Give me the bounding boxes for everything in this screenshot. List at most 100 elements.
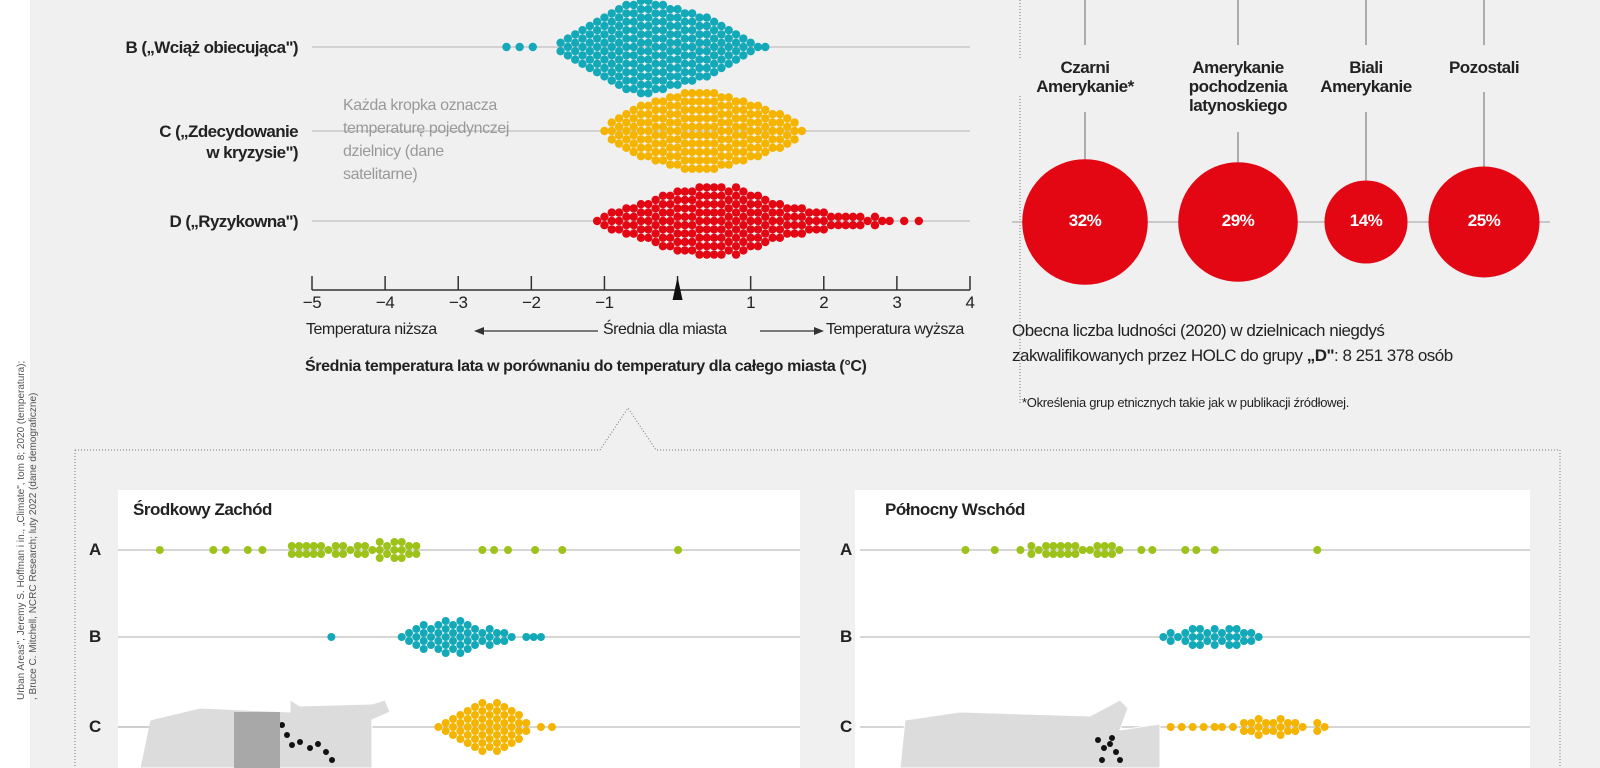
data-dot [644,225,653,234]
footnote: *Określenia grup etnicznych takie jak w … [1022,395,1350,410]
data-dot [739,114,748,123]
data-dot [490,546,499,554]
data-dot [1056,542,1065,550]
data-dot [502,42,511,52]
data-dot [717,143,726,152]
data-dot [658,9,668,18]
data-dot [687,246,697,255]
data-dot [629,9,638,18]
data-dot [717,183,726,192]
data-dot [717,38,726,47]
data-dot [427,633,436,641]
data-dot [1166,637,1175,645]
data-dot [607,126,616,136]
data-dot [753,126,763,136]
data-dot [702,191,711,200]
data-dot [1108,550,1117,558]
data-dot [651,76,660,85]
data-dot [702,242,711,251]
data-dot [644,118,653,127]
data-dot [768,135,777,144]
arrow-right-icon [814,327,824,335]
data-dot [651,68,660,77]
data-dot [556,47,565,56]
data-dot [478,715,487,723]
data-dot [797,126,807,136]
data-dot [636,126,646,136]
data-dot [687,34,697,43]
data-dot [419,645,428,653]
data-dot [666,126,675,136]
city-dot [1113,749,1119,755]
row-label-c-line2: w kryzysie") [206,143,298,162]
data-dot [622,221,631,230]
data-dot [731,30,741,39]
data-dot [666,118,675,127]
data-dot [463,715,472,723]
data-dot [295,550,304,558]
data-dot [629,204,638,213]
data-dot [724,212,733,221]
data-dot [753,152,763,161]
data-dot [644,233,653,242]
data-dot [651,221,660,230]
data-dot [673,118,682,127]
data-dot [636,63,646,73]
data-dot [1093,542,1102,550]
data-dot [1247,727,1256,735]
data-dot [485,719,494,727]
data-dot [790,204,799,213]
city-dot [315,741,321,747]
data-dot [629,212,638,221]
data-dot [790,118,799,127]
data-dot [390,538,399,546]
data-dot [493,629,501,637]
data-dot [353,542,362,550]
data-dot [629,26,638,35]
data-dot [1232,633,1241,641]
data-dot [571,30,580,39]
data-dot [614,216,624,226]
data-dot [695,47,704,56]
data-dot [687,42,697,52]
data-dot [666,110,675,119]
data-dot [383,550,392,558]
data-dot [449,723,458,731]
data-dot [695,72,704,81]
data-dot [471,625,480,633]
data-dot [695,13,704,22]
data-dot [441,625,450,633]
data-dot [556,38,565,47]
data-dot [1203,629,1212,637]
panel-row-label-a: A [89,540,102,559]
data-dot [1254,633,1263,641]
data-dot [709,17,719,26]
data-dot [651,105,660,115]
data-dot [478,637,487,645]
data-dot [695,30,704,39]
data-dot [629,76,638,85]
data-dot [644,21,653,31]
data-dot [405,550,414,558]
annotation-line: temperaturę pojedynczej [343,120,510,137]
data-dot [761,42,770,52]
data-dot [1100,542,1109,550]
data-dot [790,229,799,238]
data-dot [607,225,616,234]
city-dot [297,739,303,745]
data-dot [783,122,792,131]
data-dot [346,546,355,554]
data-dot [680,59,690,68]
data-dot [412,633,421,641]
data-dot [614,122,624,131]
data-dot [731,38,741,47]
data-dot [419,621,428,629]
data-dot [405,637,414,645]
data-dot [507,707,516,715]
data-dot [687,221,697,230]
data-dot [1196,641,1204,649]
data-dot [702,200,711,209]
data-dot [687,76,697,85]
data-dot [768,233,777,242]
